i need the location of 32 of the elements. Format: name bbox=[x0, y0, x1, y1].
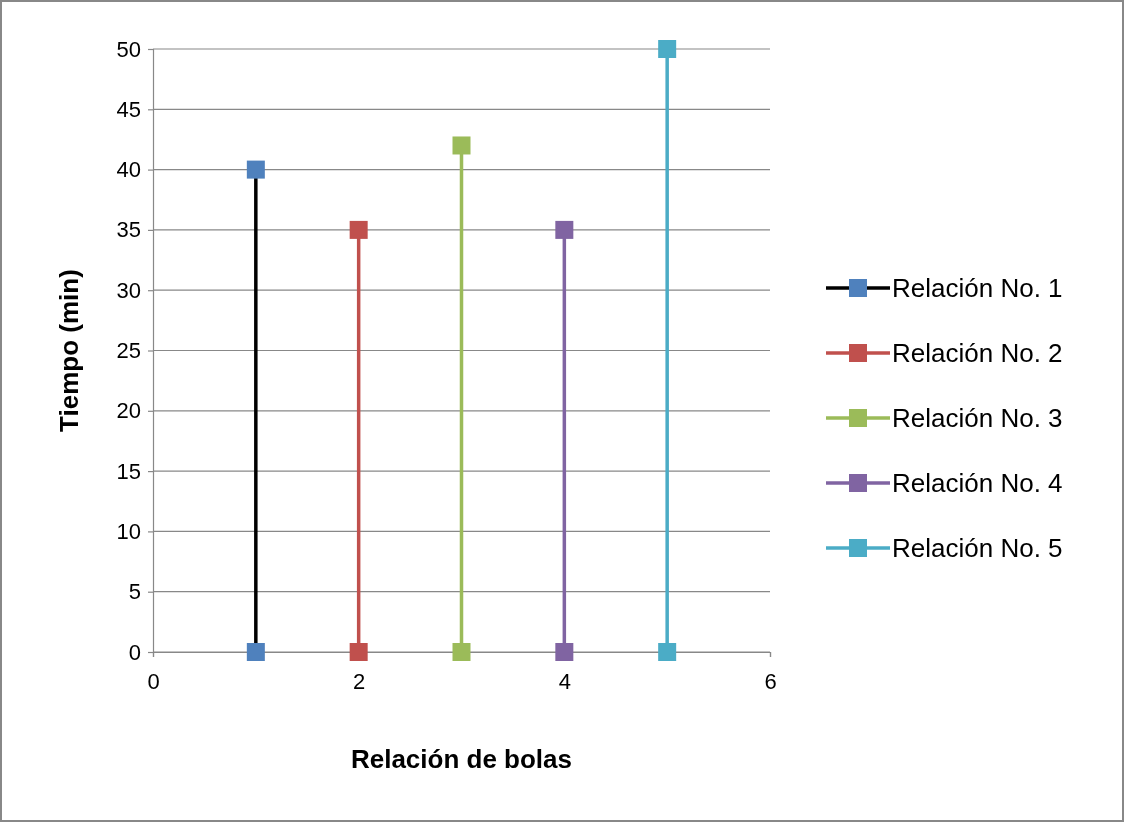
legend-label: Relación No. 2 bbox=[892, 338, 1063, 369]
y-axis-title: Tiempo (min) bbox=[54, 269, 84, 432]
y-tick-label: 0 bbox=[128, 639, 141, 665]
point bbox=[555, 643, 574, 661]
point bbox=[658, 643, 677, 661]
legend-label: Relación No. 3 bbox=[892, 403, 1063, 434]
y-tick-label: 35 bbox=[116, 217, 141, 243]
x-tick-label: 6 bbox=[764, 668, 777, 694]
legend-label: Relación No. 1 bbox=[892, 273, 1063, 304]
point bbox=[246, 643, 265, 661]
y-tick-label: 15 bbox=[116, 458, 141, 484]
point bbox=[246, 160, 265, 179]
y-tick-label: 20 bbox=[116, 398, 141, 424]
x-tick-label: 0 bbox=[147, 668, 160, 694]
y-tick-label: 40 bbox=[116, 157, 141, 183]
point bbox=[349, 643, 368, 661]
legend-label: Relación No. 5 bbox=[892, 533, 1063, 564]
x-tick-label: 2 bbox=[353, 668, 366, 694]
y-tick-label: 5 bbox=[128, 579, 141, 605]
y-tick-label: 10 bbox=[116, 518, 141, 544]
point bbox=[555, 220, 574, 239]
x-axis-title: Relación de bolas bbox=[350, 744, 573, 774]
y-tick-label: 25 bbox=[116, 338, 141, 364]
y-tick-label: 45 bbox=[116, 96, 141, 122]
y-tick-label: 30 bbox=[116, 277, 141, 303]
point bbox=[658, 40, 677, 58]
y-tick-label: 50 bbox=[116, 36, 141, 62]
x-tick-label: 4 bbox=[558, 668, 571, 694]
point bbox=[452, 643, 471, 661]
point bbox=[452, 136, 471, 155]
point bbox=[349, 220, 368, 239]
legend-label: Relación No. 4 bbox=[892, 468, 1063, 499]
